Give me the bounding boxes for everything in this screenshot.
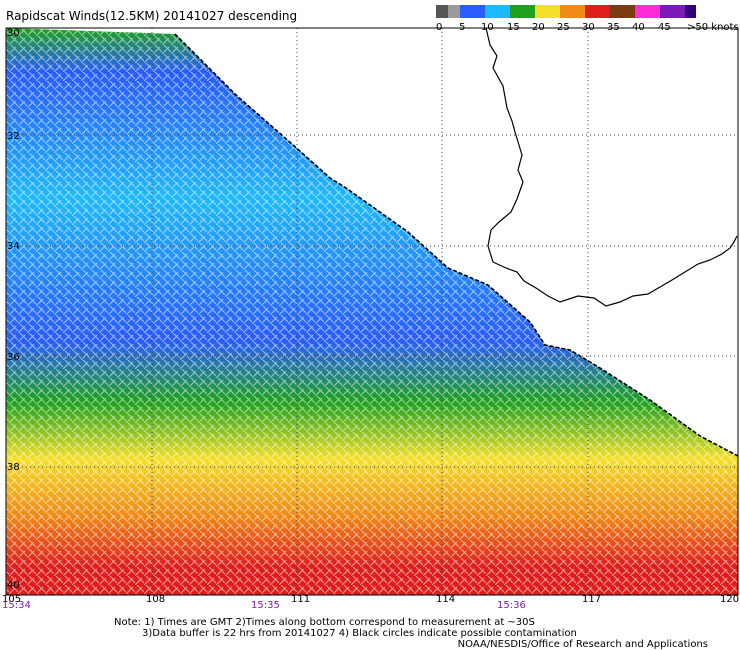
wind-swath bbox=[6, 28, 738, 595]
scale-swatch-11 bbox=[660, 5, 685, 18]
lat-label-40: 40 bbox=[7, 580, 20, 591]
scale-swatch-3 bbox=[460, 5, 485, 18]
lon-label-111: 111 bbox=[291, 594, 311, 605]
lat-label-34: 34 bbox=[7, 241, 20, 252]
graticule bbox=[6, 28, 738, 595]
scale-swatch-2 bbox=[448, 5, 460, 18]
map-title: Rapidscat Winds(12.5KM) 20141027 descend… bbox=[6, 9, 298, 23]
lon-label-105: 105 bbox=[2, 594, 22, 605]
australia-coastline bbox=[485, 27, 738, 307]
scale-swatch-1 bbox=[436, 5, 448, 18]
scale-swatch-10 bbox=[635, 5, 660, 18]
scale-swatch-9 bbox=[610, 5, 635, 18]
lon-label-108: 108 bbox=[146, 594, 166, 605]
lon-label-117: 117 bbox=[582, 594, 602, 605]
lat-label-32: 32 bbox=[7, 131, 20, 142]
time-label-1536: 15:36 bbox=[497, 600, 526, 611]
scale-swatch-6 bbox=[535, 5, 560, 18]
lon-label-114: 114 bbox=[436, 594, 456, 605]
scale-swatch-8 bbox=[585, 5, 610, 18]
lat-label-30: 30 bbox=[7, 28, 20, 39]
lat-label-36: 36 bbox=[7, 352, 20, 363]
time-label-1534: 15:34 bbox=[2, 600, 31, 611]
scale-swatch-7 bbox=[560, 5, 585, 18]
credit-text: NOAA/NESDIS/Office of Research and Appli… bbox=[457, 639, 708, 650]
note-line-2: 3)Data buffer is 22 hrs from 20141027 4)… bbox=[142, 628, 577, 639]
scale-swatch-4 bbox=[485, 5, 510, 18]
map-frame bbox=[5, 27, 739, 596]
lat-label-38: 38 bbox=[7, 462, 20, 473]
scale-swatch-12 bbox=[685, 5, 696, 18]
time-label-1535: 15:35 bbox=[251, 600, 280, 611]
note-line-1: Note: 1) Times are GMT 2)Times along bot… bbox=[114, 617, 535, 628]
scale-swatch-5 bbox=[510, 5, 535, 18]
lon-label-120: 120 bbox=[720, 594, 740, 605]
swath-edge bbox=[174, 33, 739, 457]
notes: Note: 1) Times are GMT 2)Times along bot… bbox=[114, 617, 577, 639]
